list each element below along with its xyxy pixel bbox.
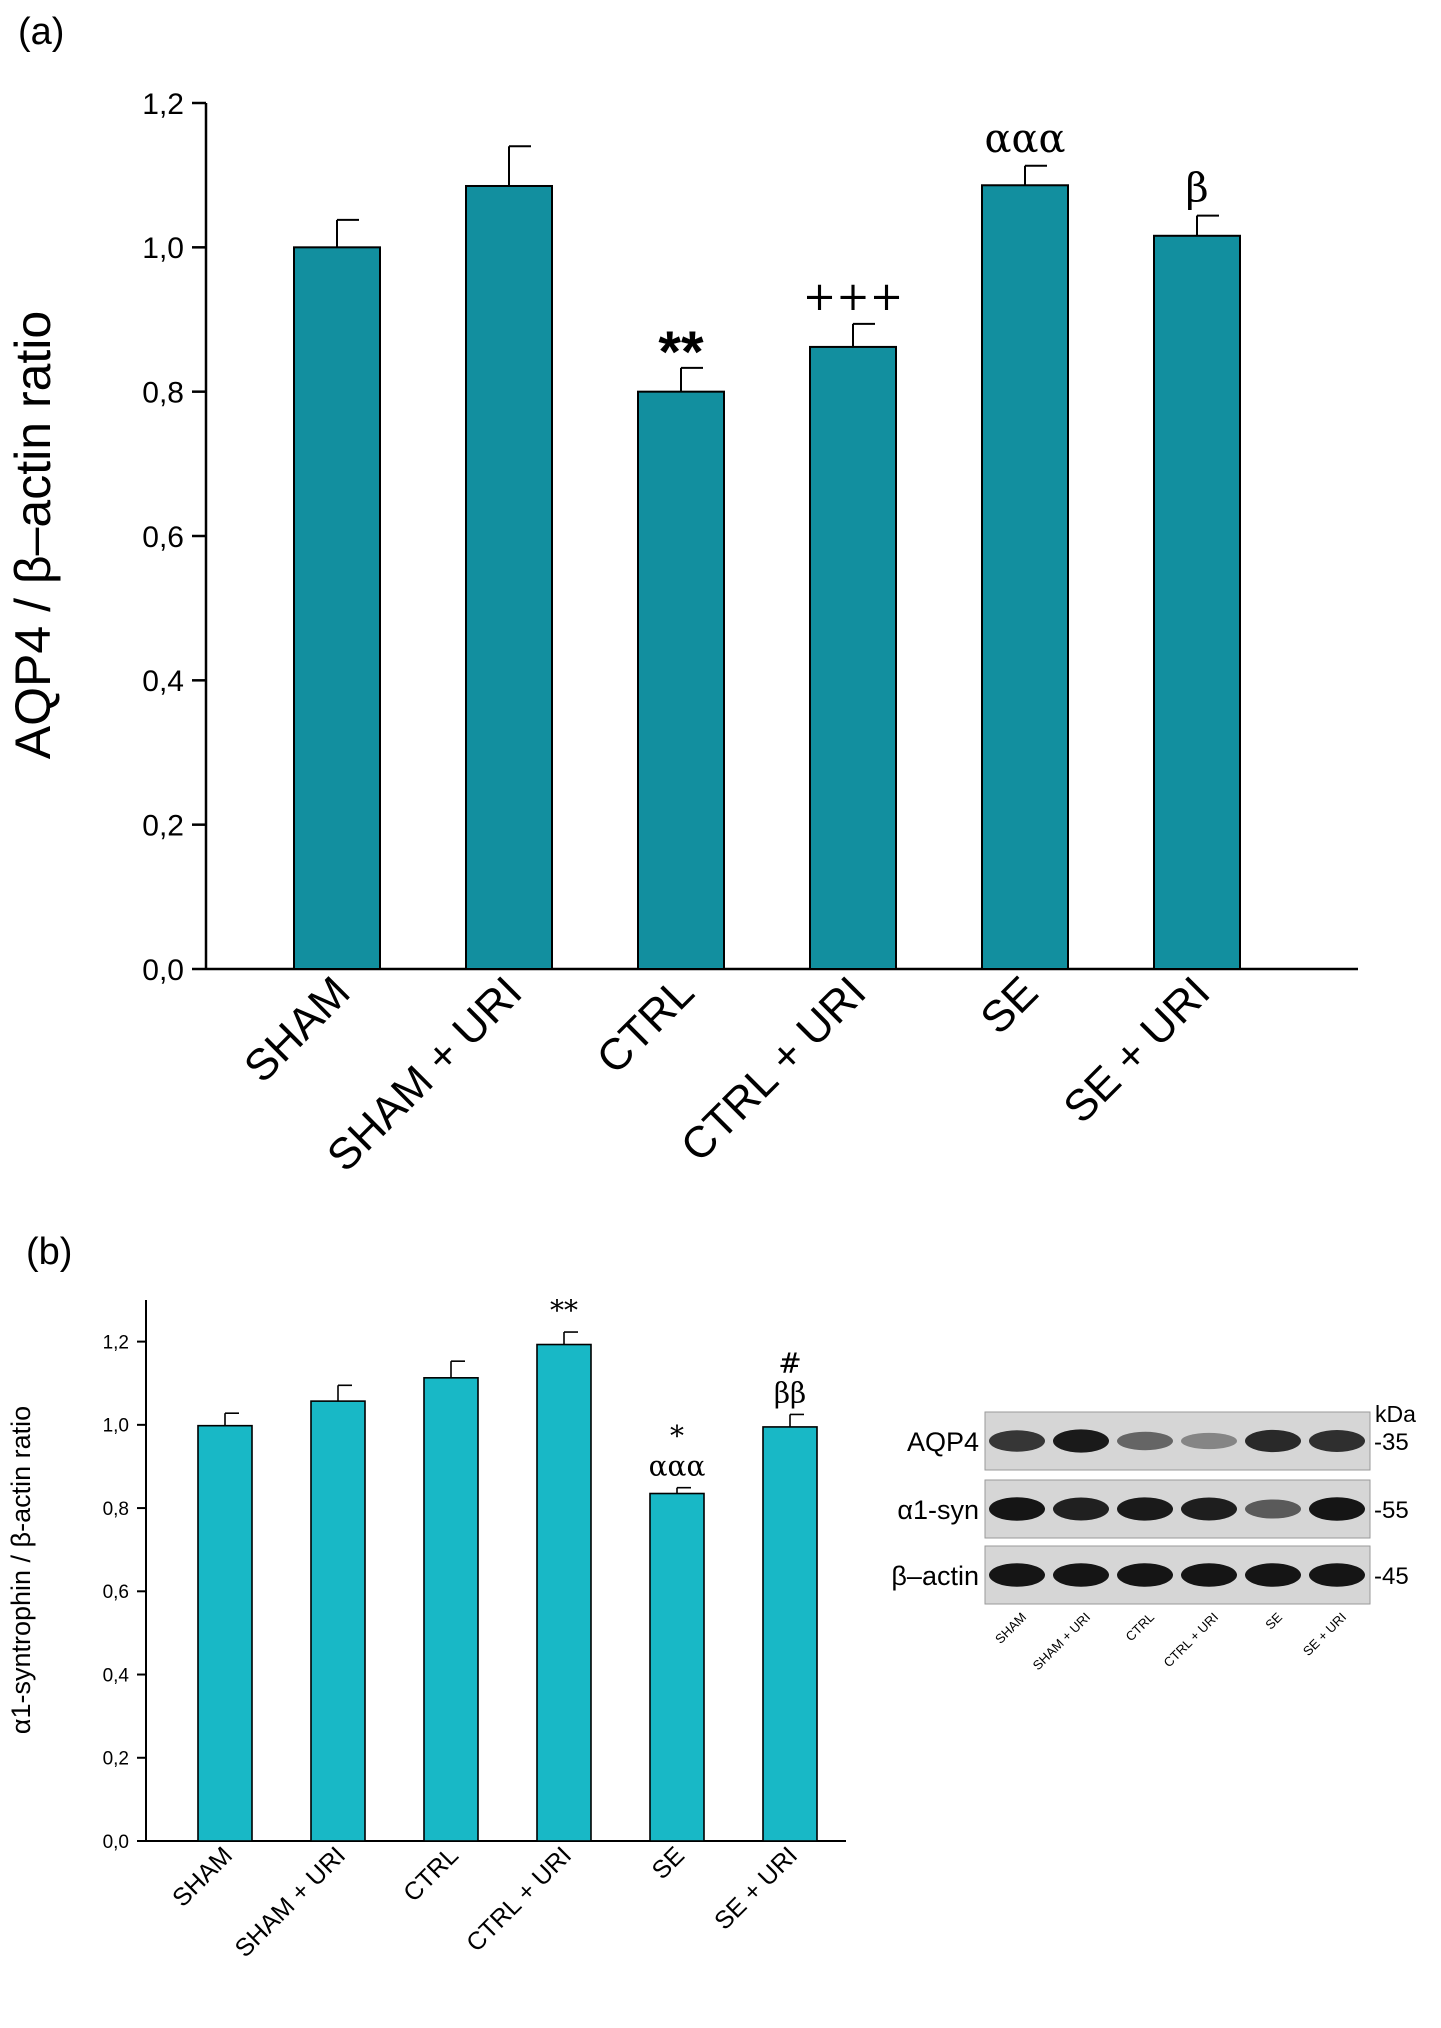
bar [809,345,897,970]
blot-band [1117,1563,1173,1587]
blot-lane-label: CTRL [1123,1610,1158,1645]
blot-row-label: AQP4 [907,1427,979,1457]
y-tick-label: 0,4 [103,1665,130,1686]
blot-band [989,1430,1045,1452]
category-label: SHAM [235,967,360,1092]
category-label: CTRL [588,967,704,1083]
significance-marker: ααα [649,1450,706,1483]
blot-kda-label: kDa [1375,1401,1416,1427]
bar [465,184,553,971]
y-tick-label: 1,0 [142,232,184,265]
panel-b-y-label: α1-syntrophin / β-actin ratio [6,1406,36,1734]
blot-lane-label: SHAM + URI [1030,1610,1093,1673]
blot-strip [984,1545,1371,1605]
significance-marker: # [778,1346,801,1379]
y-tick-label: 0,8 [142,376,184,409]
panel-a-chart: AQP4 / β–actin ratio 0,0 0,2 0,4 0,6 0,8 1,0 1… [5,88,1358,1181]
blot-band [1181,1497,1237,1521]
y-tick-label: 0,6 [142,521,184,554]
panel-a-y-label: AQP4 / β–actin ratio [5,311,61,759]
blot-band [1245,1499,1301,1519]
significance-marker: * [670,1420,684,1453]
category-label: SHAM [167,1841,238,1912]
y-tick-label: 1,0 [103,1416,129,1437]
blot-kda-marker: -35 [1374,1429,1409,1456]
bar [197,1424,253,1842]
bar [649,1492,705,1842]
y-tick-label: 0,0 [103,1832,129,1853]
category-label: SHAM + URI [230,1841,351,1962]
significance-marker: ** [550,1294,578,1327]
y-tick-label: 0,2 [103,1749,129,1770]
category-label: CTRL + URI [672,967,876,1171]
blot-lane-label: CTRL + URI [1161,1610,1222,1671]
blot-band [1309,1497,1365,1521]
blot-band [1117,1497,1173,1521]
blot-band [1245,1429,1301,1453]
blot-band [1053,1563,1109,1587]
bar [981,184,1069,970]
bar [293,246,381,971]
blot-band [1117,1431,1173,1451]
panel-b-chart: α1-syntrophin / β-actin ratio 0,0 0,2 0,4 0… [6,1294,846,1963]
bar [536,1343,592,1842]
y-tick-label: 0,2 [142,809,184,842]
blot-lane-label: SE + URI [1300,1610,1349,1659]
blot-row-label: α1-syn [897,1495,979,1525]
category-label: CTRL + URI [461,1841,577,1957]
blot-kda-marker: -45 [1374,1563,1409,1590]
bar [762,1426,818,1842]
y-tick-label: 0,8 [103,1499,129,1520]
panel-b-label: (b) [26,1231,72,1273]
significance-marker: ββ [774,1376,806,1409]
category-label: SE + URI [709,1841,803,1935]
category-label: SE + URI [1054,967,1219,1132]
y-tick-label: 1,2 [103,1332,129,1353]
blot-band [989,1497,1045,1521]
blot-band [1309,1563,1365,1587]
western-blot: kDa AQP4 -35 α1-syn -55 β–actin -45 SHAM SHAM +… [891,1401,1416,1673]
significance-marker: ** [658,320,704,385]
blot-lane-label: SHAM [992,1610,1029,1647]
bar [423,1377,479,1842]
category-label: SE [971,967,1047,1043]
blot-band [1181,1563,1237,1587]
category-label: CTRL [398,1841,464,1907]
category-label: SE [647,1841,690,1884]
blot-row-label: β–actin [891,1561,979,1591]
significance-marker: ααα [984,116,1065,162]
y-tick-label: 0,4 [142,665,184,698]
blot-kda-marker: -55 [1374,1497,1409,1524]
bar [637,390,725,970]
y-tick-label: 1,2 [142,88,184,121]
blot-band [989,1563,1045,1587]
blot-band [1309,1430,1365,1452]
bar [1153,234,1241,970]
blot-band [1053,1497,1109,1521]
blot-lane-label: SE [1262,1609,1285,1632]
significance-marker: β [1185,166,1208,212]
blot-band [1245,1563,1301,1587]
blot-band [1053,1429,1109,1453]
bar [310,1400,366,1842]
y-tick-label: 0,6 [103,1582,129,1603]
blot-strip [984,1411,1371,1471]
blot-strip [984,1479,1371,1539]
significance-marker: +++ [803,274,904,320]
blot-band [1181,1432,1237,1450]
y-tick-label: 0,0 [142,954,184,987]
panel-a-label: (a) [18,11,64,53]
